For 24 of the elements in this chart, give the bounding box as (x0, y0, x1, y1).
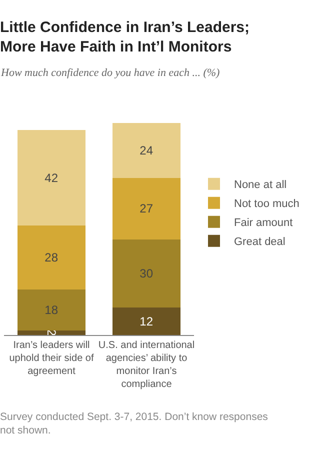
bar (17, 330, 86, 335)
bar (112, 239, 181, 308)
legend-label: None at all (234, 179, 287, 192)
x-tick-label: Iran’s leaders will uphold their side of agreement (9, 340, 94, 377)
data-label: 24 (140, 143, 154, 158)
legend-label: Great deal (234, 236, 286, 248)
legend-label: Not too much (234, 198, 300, 210)
data-label: 42 (44, 170, 58, 185)
bar (112, 123, 181, 178)
chart-subtitle: How much confidence do you have in each ... (%) (0, 67, 220, 79)
data-label: 28 (44, 250, 58, 265)
data-label: 18 (44, 302, 58, 317)
data-label: 30 (140, 266, 154, 280)
legend-label: Fair amount (234, 217, 293, 230)
bar (112, 308, 181, 335)
text: Survey conducted Sept. 3-7, 2015. Don’t know responses not shown. (0, 411, 268, 437)
bar (112, 178, 181, 240)
bar (17, 130, 86, 226)
data-label: 12 (140, 314, 154, 328)
bar (17, 226, 86, 290)
data-label: 27 (140, 202, 154, 216)
chart-title: Little Confidence in Iran’s Leaders; More Have Faith in Int’l Monitors (0, 19, 250, 56)
bar (17, 289, 86, 330)
x-tick-label: U.S. and international agencies’ ability to monitor Iran’s compliance (98, 340, 195, 390)
